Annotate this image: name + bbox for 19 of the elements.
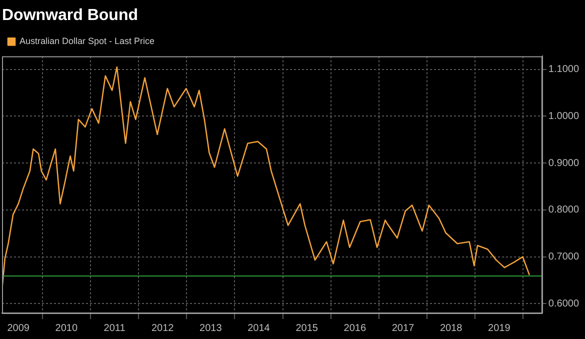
y-tick-label: 0.9000 <box>548 158 580 169</box>
y-tick-label: 0.6000 <box>548 298 580 310</box>
y-tick-label: 0.7000 <box>548 252 580 263</box>
x-tick-label: 2018 <box>440 322 463 334</box>
y-tick-label: 1.0000 <box>548 110 580 122</box>
y-tick-label: 0.8000 <box>548 204 580 216</box>
x-tick-label: 2017 <box>392 322 415 334</box>
x-tick-label: 2013 <box>200 322 222 334</box>
x-tick-label: 2015 <box>296 322 318 334</box>
legend-label: Australian Dollar Spot - Last Price <box>20 36 155 46</box>
x-tick-label: 2011 <box>104 322 126 334</box>
x-tick-label: 2010 <box>55 322 78 334</box>
x-tick-label: 2009 <box>7 322 30 334</box>
x-tick-label: 2019 <box>488 322 511 334</box>
x-tick-label: 2012 <box>151 322 174 334</box>
chart-title: Downward Bound <box>2 7 138 24</box>
x-tick-label: 2014 <box>248 322 270 334</box>
x-tick-label: 2016 <box>344 322 366 334</box>
y-tick-label: 1.1000 <box>548 64 580 76</box>
